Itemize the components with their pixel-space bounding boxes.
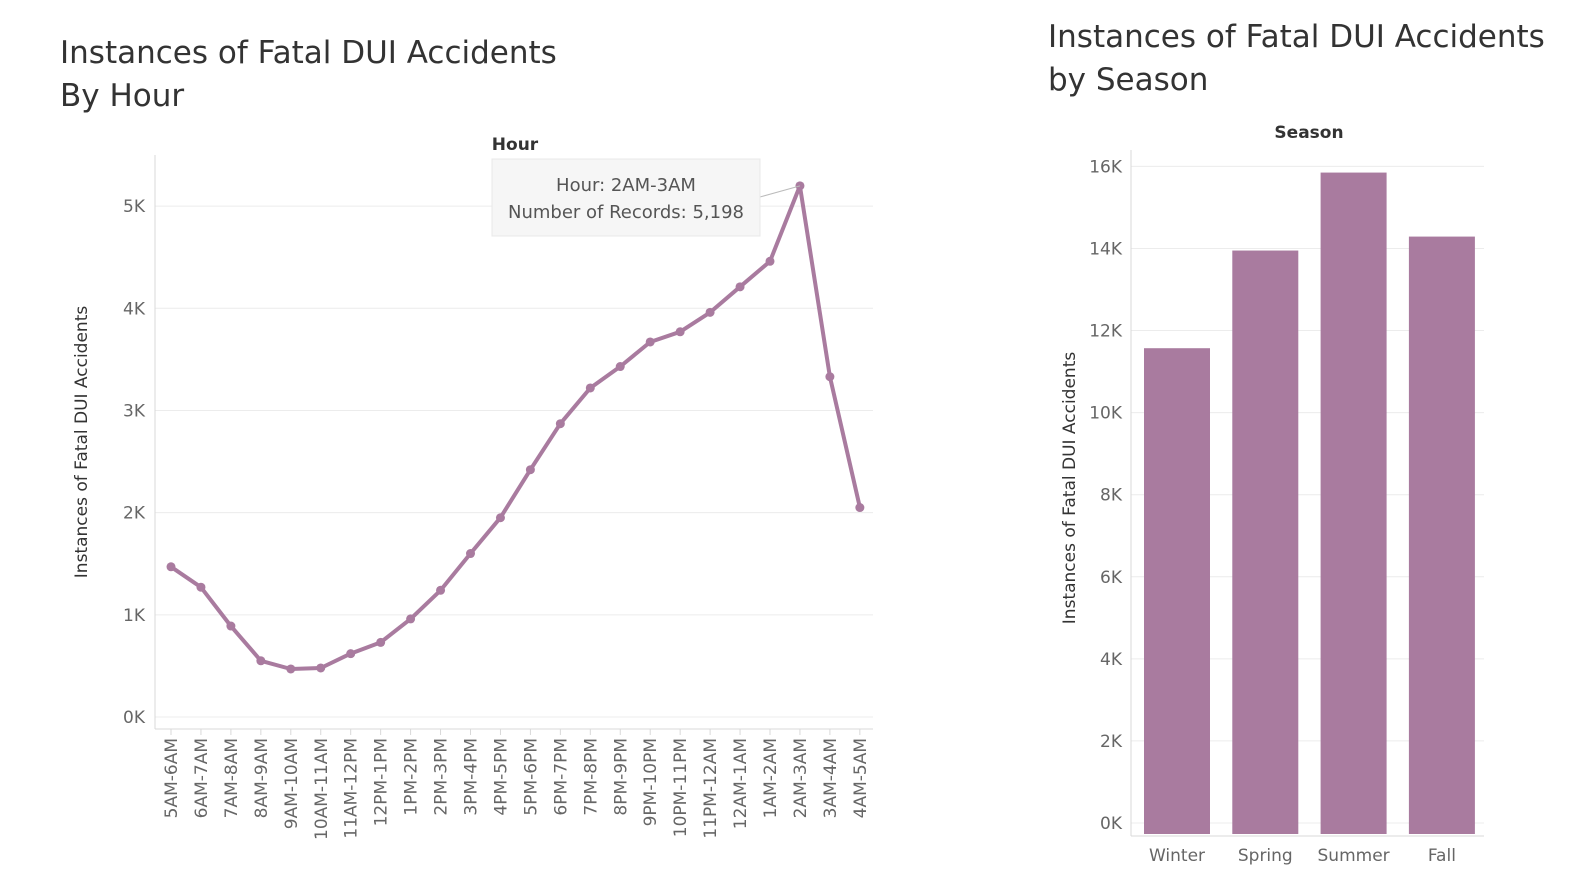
- hour-x-tick-label: 3AM-4AM: [821, 738, 841, 818]
- hour-data-point[interactable]: [196, 582, 206, 592]
- hour-data-point[interactable]: [406, 614, 416, 624]
- season-y-tick-label: 0K: [1100, 814, 1123, 834]
- season-bar-spring[interactable]: [1232, 250, 1299, 835]
- season-bar-chart: Season Instances of Fatal DUI Accidents …: [1060, 123, 1484, 866]
- hour-x-tick-label: 3PM-4PM: [462, 738, 482, 816]
- hour-x-tick-label: 1AM-2AM: [761, 738, 781, 818]
- season-x-tick-label: Summer: [1318, 846, 1390, 866]
- hour-x-tick-label: 12AM-1AM: [731, 738, 751, 829]
- season-y-tick-label: 6K: [1100, 568, 1123, 588]
- hour-x-tick-label: 8PM-9PM: [611, 738, 631, 816]
- hour-y-tick-label: 3K: [123, 401, 146, 421]
- season-chart-title-line1: Instances of Fatal DUI Accidents: [1048, 19, 1545, 55]
- hour-line-chart: Hour Instances of Fatal DUI Accidents 0K…: [72, 135, 873, 840]
- tooltip-leader-line: [759, 185, 801, 198]
- hour-y-axis-title: Instances of Fatal DUI Accidents: [72, 306, 92, 579]
- hour-x-tick-label: 5AM-6AM: [162, 738, 182, 818]
- hour-x-tick-label: 8AM-9AM: [252, 738, 272, 818]
- hour-x-tick-label: 7PM-8PM: [581, 738, 601, 816]
- hour-x-tick-label: 11PM-12AM: [701, 738, 721, 839]
- tooltip-box: [491, 158, 761, 237]
- hour-chart-title: Instances of Fatal DUI Accidents By Hour: [60, 32, 557, 118]
- season-y-tick-label: 12K: [1089, 322, 1123, 342]
- hour-data-point[interactable]: [555, 419, 565, 429]
- hour-x-tick-label: 4PM-5PM: [491, 738, 511, 816]
- hour-x-tick-label: 6PM-7PM: [551, 738, 571, 816]
- hour-data-point[interactable]: [376, 637, 386, 647]
- hour-data-point[interactable]: [346, 649, 356, 659]
- season-bar-summer[interactable]: [1320, 172, 1387, 834]
- hour-y-tick-label: 5K: [123, 197, 146, 217]
- season-y-tick-label: 4K: [1100, 650, 1123, 670]
- season-x-tick-label: Spring: [1238, 846, 1293, 866]
- hour-x-tick-label: 9PM-10PM: [641, 738, 661, 826]
- season-x-axis-title: Season: [1274, 123, 1343, 143]
- hour-data-point[interactable]: [585, 383, 595, 393]
- hour-y-tick-label: 4K: [123, 299, 146, 319]
- hour-data-point[interactable]: [256, 656, 266, 666]
- hour-data-point[interactable]: [466, 549, 475, 559]
- season-chart-title: Instances of Fatal DUI Accidents by Seas…: [1048, 16, 1545, 102]
- hour-x-tick-label: 12PM-1PM: [372, 738, 392, 826]
- hour-data-point[interactable]: [525, 465, 535, 475]
- hour-x-tick-label: 4AM-5AM: [851, 738, 871, 818]
- season-bar-fall[interactable]: [1408, 236, 1475, 835]
- hour-y-tick-label: 1K: [123, 606, 146, 626]
- season-y-axis-title: Instances of Fatal DUI Accidents: [1060, 352, 1080, 625]
- hour-data-point[interactable]: [615, 362, 625, 372]
- hour-x-tick-label: 5PM-6PM: [521, 738, 541, 816]
- hour-data-point[interactable]: [226, 621, 236, 631]
- hour-data-point[interactable]: [166, 562, 176, 572]
- tooltip-hour-text: Hour: 2AM-3AM: [556, 175, 696, 196]
- season-y-tick-label: 10K: [1089, 404, 1123, 424]
- hour-data-point[interactable]: [645, 337, 655, 347]
- hour-x-tick-label: 1PM-2PM: [402, 738, 422, 816]
- tooltip-records-text: Number of Records: 5,198: [508, 202, 744, 223]
- hour-data-point[interactable]: [855, 503, 865, 513]
- hour-data-point[interactable]: [705, 307, 715, 317]
- hour-data-point[interactable]: [735, 282, 745, 292]
- hour-x-tick-label: 10PM-11PM: [671, 738, 691, 837]
- hour-chart-subtitle: By Hour: [60, 78, 185, 114]
- season-y-tick-label: 2K: [1100, 732, 1123, 752]
- hour-y-tick-label: 0K: [123, 708, 146, 728]
- hour-data-point[interactable]: [825, 372, 835, 382]
- hour-x-tick-label: 6AM-7AM: [192, 738, 212, 818]
- season-y-tick-label: 8K: [1100, 486, 1123, 506]
- hour-chart-title-line1: Instances of Fatal DUI Accidents: [60, 35, 557, 71]
- season-chart-subtitle: by Season: [1048, 62, 1209, 98]
- season-y-tick-label: 14K: [1089, 239, 1123, 259]
- hour-data-point[interactable]: [765, 256, 775, 266]
- season-y-tick-label: 16K: [1089, 157, 1123, 177]
- hour-x-tick-label: 2PM-3PM: [432, 738, 452, 816]
- hour-data-point[interactable]: [495, 513, 505, 523]
- hour-y-tick-label: 2K: [123, 504, 146, 524]
- hour-series-line: [169, 183, 862, 671]
- hour-x-tick-label: 11AM-12PM: [342, 738, 362, 839]
- hour-x-tick-label: 10AM-11AM: [312, 738, 332, 840]
- hour-x-tick-label: 2AM-3AM: [791, 738, 811, 818]
- hour-x-tick-label: 7AM-8AM: [222, 738, 242, 818]
- hour-data-point[interactable]: [316, 663, 326, 673]
- season-x-tick-label: Winter: [1149, 846, 1205, 866]
- hour-data-point[interactable]: [436, 585, 446, 595]
- season-bar-winter[interactable]: [1144, 348, 1210, 834]
- hour-data-point[interactable]: [286, 664, 296, 674]
- hour-data-point[interactable]: [675, 327, 685, 337]
- hour-x-tick-label: 9AM-10AM: [282, 738, 302, 829]
- tooltip: Hour: 2AM-3AM Number of Records: 5,198: [491, 158, 801, 237]
- season-x-tick-label: Fall: [1428, 846, 1456, 866]
- hour-x-axis-title: Hour: [492, 135, 539, 155]
